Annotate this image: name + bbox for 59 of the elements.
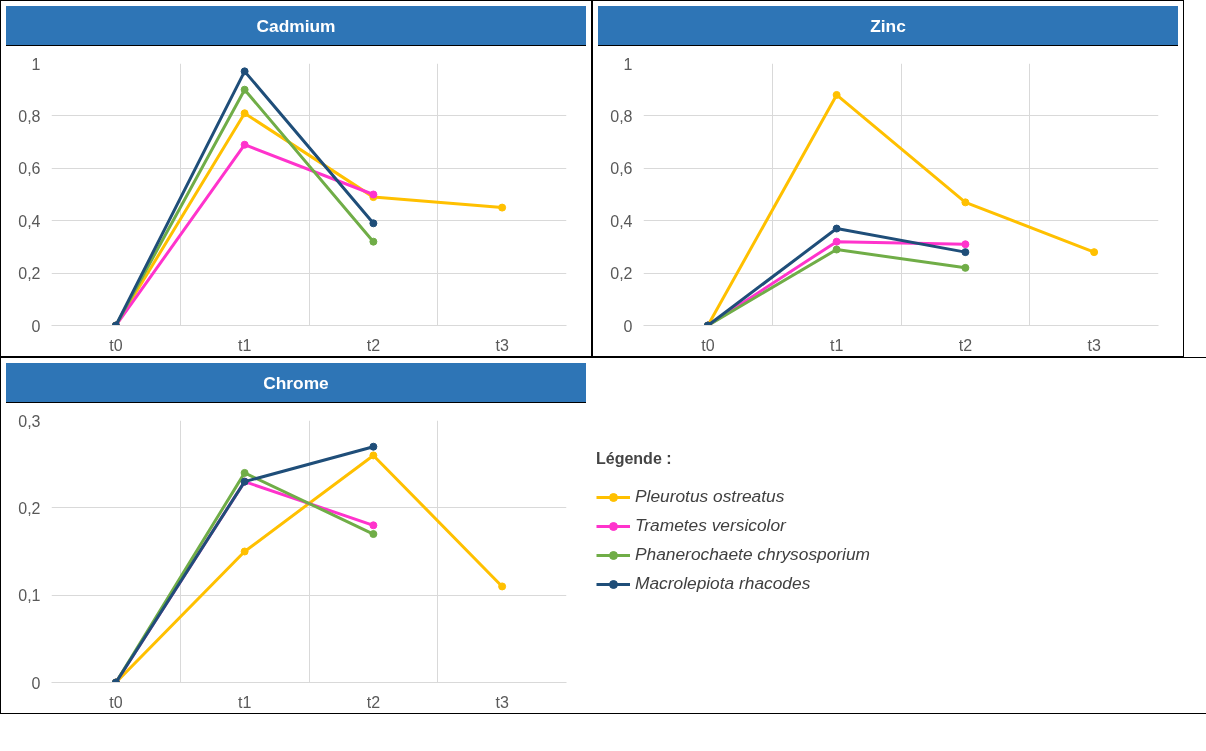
- y-tick-label: 0: [623, 317, 633, 335]
- x-tick-label: t2: [366, 336, 381, 354]
- point: [240, 547, 249, 556]
- y-tick-label: 1: [623, 55, 633, 73]
- point: [498, 582, 507, 591]
- y-tick-label: 1: [31, 55, 41, 73]
- point: [832, 224, 841, 233]
- point: [240, 67, 249, 76]
- y-tick-label: 0,2: [18, 265, 41, 283]
- x-tick-label: t1: [237, 693, 252, 711]
- x-tick-label: t3: [1087, 336, 1101, 354]
- point: [369, 521, 378, 530]
- x-tick-label: t1: [237, 336, 252, 354]
- y-tick-label: 0,8: [610, 107, 633, 125]
- y-tick-label: 0: [31, 674, 41, 692]
- legend-label: Trametes versicolor: [635, 515, 786, 536]
- y-tick-label: 0,3: [18, 412, 41, 430]
- legend-label: Phanerochaete chrysosporium: [635, 544, 871, 565]
- point: [961, 198, 970, 207]
- chart-title: Chrome: [263, 372, 329, 395]
- point: [369, 442, 378, 451]
- chart-title: Zinc: [870, 15, 906, 38]
- point: [240, 85, 249, 94]
- legend-label: Macrolepiota rhacodes: [635, 573, 811, 594]
- point: [369, 451, 378, 460]
- y-tick-label: 0,6: [18, 160, 41, 178]
- x-tick-label: t0: [109, 336, 123, 354]
- point: [1090, 248, 1099, 257]
- point: [961, 263, 970, 272]
- y-tick-label: 0,4: [18, 212, 41, 230]
- point: [240, 140, 249, 149]
- point: [369, 530, 378, 539]
- y-tick-label: 0,2: [18, 499, 41, 517]
- point: [832, 90, 841, 99]
- y-tick-label: 0,6: [610, 160, 633, 178]
- chart-title: Cadmium: [256, 15, 336, 38]
- point: [240, 468, 249, 477]
- point: [498, 203, 507, 212]
- point: [832, 245, 841, 254]
- point: [961, 240, 970, 249]
- y-tick-label: 0,4: [610, 212, 633, 230]
- x-tick-label: t0: [701, 336, 715, 354]
- point: [369, 219, 378, 228]
- y-tick-label: 0,1: [18, 587, 41, 605]
- x-tick-label: t0: [109, 693, 123, 711]
- point: [369, 237, 378, 246]
- y-tick-label: 0,2: [610, 265, 633, 283]
- x-tick-label: t2: [958, 336, 973, 354]
- point: [240, 109, 249, 118]
- point: [832, 237, 841, 246]
- x-tick-label: t2: [366, 693, 381, 711]
- point: [961, 248, 970, 257]
- y-tick-label: 0,8: [18, 107, 41, 125]
- x-tick-label: t1: [829, 336, 844, 354]
- legend-title: Légende :: [596, 450, 673, 468]
- x-tick-label: t3: [495, 336, 509, 354]
- legend-label: Pleurotus ostreatus: [635, 486, 785, 507]
- y-tick-label: 0: [31, 317, 41, 335]
- x-tick-label: t3: [495, 693, 509, 711]
